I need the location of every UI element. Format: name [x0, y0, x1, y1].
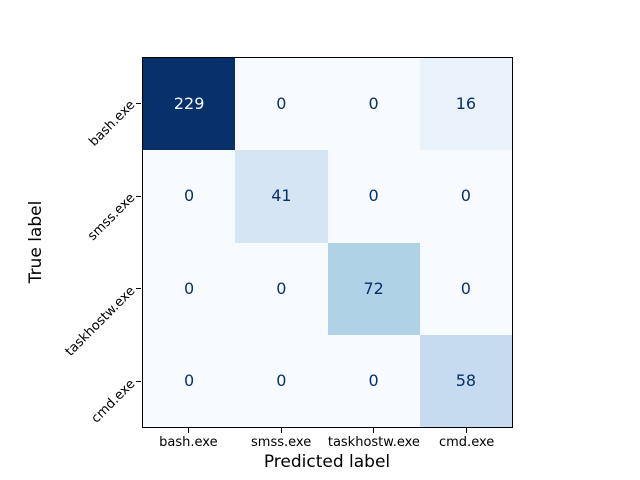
y-tick-label: bash.exe	[86, 98, 139, 150]
matrix-cell: 0	[235, 242, 328, 335]
x-axis-title: Predicted label	[263, 452, 391, 472]
matrix-cell: 0	[419, 242, 512, 335]
matrix-cell: 0	[235, 334, 328, 427]
matrix-cell: 229	[143, 58, 236, 151]
y-tick-mark	[136, 288, 141, 290]
y-tick-label: smss.exe	[85, 190, 139, 244]
matrix-cell: 0	[143, 334, 236, 427]
y-tick-mark	[136, 102, 141, 104]
x-tick-mark	[373, 428, 375, 433]
x-tick-label: taskhostw.exe	[327, 435, 420, 450]
y-tick-mark	[136, 381, 141, 383]
x-tick-mark	[280, 428, 282, 433]
y-tick-mark	[136, 195, 141, 197]
matrix-cell: 16	[419, 58, 512, 151]
matrix-cell: 0	[327, 334, 420, 427]
matrix-cell: 0	[327, 150, 420, 243]
matrix-cell: 0	[143, 150, 236, 243]
x-tick-mark	[466, 428, 468, 433]
matrix-cell: 0	[419, 150, 512, 243]
matrix-cell: 72	[327, 242, 420, 335]
heatmap-grid: 229 0 0 16 0 41 0 0 0 0 72 0 0 0 0 58	[142, 57, 513, 428]
x-tick-label: smss.exe	[251, 435, 312, 450]
matrix-cell: 0	[235, 58, 328, 151]
y-axis-title: True label	[26, 200, 46, 284]
x-tick-label: cmd.exe	[438, 435, 495, 450]
matrix-cell: 41	[235, 150, 328, 243]
x-tick-mark	[187, 428, 189, 433]
x-tick-label: bash.exe	[159, 435, 218, 450]
matrix-cell: 0	[327, 58, 420, 151]
matrix-cell: 58	[419, 334, 512, 427]
matrix-cell: 0	[143, 242, 236, 335]
y-tick-label: cmd.exe	[88, 376, 139, 427]
y-tick-label: taskhostw.exe	[62, 283, 139, 360]
